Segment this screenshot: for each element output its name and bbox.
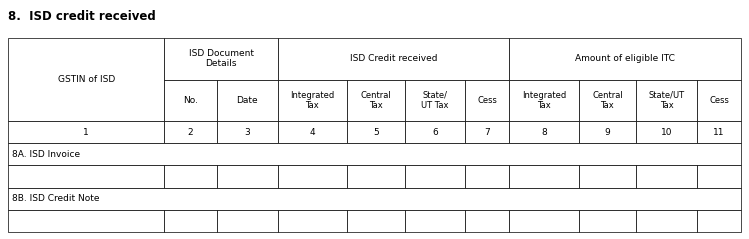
Bar — [347, 165, 404, 188]
Text: ISD Credit received: ISD Credit received — [350, 54, 437, 63]
Bar — [404, 165, 465, 188]
Bar — [8, 210, 165, 232]
Bar — [636, 165, 697, 188]
Bar — [278, 121, 347, 143]
Text: Integrated
Tax: Integrated Tax — [290, 91, 335, 110]
Text: Date: Date — [237, 96, 258, 105]
Text: GSTIN of ISD: GSTIN of ISD — [58, 75, 115, 84]
Bar — [636, 80, 697, 121]
Bar — [509, 80, 579, 121]
Bar — [509, 38, 741, 80]
Bar — [8, 188, 741, 210]
Text: 10: 10 — [661, 128, 673, 137]
Text: State/
UT Tax: State/ UT Tax — [421, 91, 449, 110]
Bar — [8, 38, 165, 121]
Bar — [579, 165, 636, 188]
Text: 9: 9 — [604, 128, 610, 137]
Bar — [636, 210, 697, 232]
Bar — [465, 121, 509, 143]
Bar — [165, 121, 216, 143]
Text: 8: 8 — [541, 128, 547, 137]
Text: Cess: Cess — [709, 96, 729, 105]
Bar — [509, 121, 579, 143]
Bar — [347, 80, 404, 121]
Bar — [8, 165, 165, 188]
Text: 7: 7 — [485, 128, 491, 137]
Bar — [165, 80, 216, 121]
Bar — [165, 210, 216, 232]
Bar — [165, 38, 278, 80]
Bar — [404, 80, 465, 121]
Bar — [347, 121, 404, 143]
Bar — [579, 80, 636, 121]
Text: 6: 6 — [432, 128, 438, 137]
Text: 3: 3 — [244, 128, 250, 137]
Text: 4: 4 — [309, 128, 315, 137]
Text: 1: 1 — [83, 128, 89, 137]
Bar — [579, 210, 636, 232]
Text: Central
Tax: Central Tax — [592, 91, 623, 110]
Bar — [404, 121, 465, 143]
Bar — [697, 165, 741, 188]
Text: 11: 11 — [713, 128, 725, 137]
Bar — [347, 210, 404, 232]
Text: 8B. ISD Credit Note: 8B. ISD Credit Note — [12, 194, 100, 203]
Text: ISD Document
Details: ISD Document Details — [189, 49, 254, 68]
Bar — [216, 210, 278, 232]
Bar — [509, 165, 579, 188]
Bar — [465, 80, 509, 121]
Bar — [278, 210, 347, 232]
Text: Integrated
Tax: Integrated Tax — [522, 91, 566, 110]
Bar — [404, 210, 465, 232]
Bar — [697, 210, 741, 232]
Bar — [579, 121, 636, 143]
Text: 8A. ISD Invoice: 8A. ISD Invoice — [12, 150, 80, 159]
Bar — [697, 80, 741, 121]
Bar — [278, 38, 509, 80]
Bar — [216, 165, 278, 188]
Bar — [216, 80, 278, 121]
Bar — [216, 121, 278, 143]
Text: 2: 2 — [188, 128, 193, 137]
Bar — [465, 210, 509, 232]
Bar — [8, 121, 165, 143]
Text: No.: No. — [183, 96, 198, 105]
Text: Cess: Cess — [477, 96, 497, 105]
Bar — [165, 165, 216, 188]
Bar — [465, 165, 509, 188]
Bar — [278, 165, 347, 188]
Bar — [509, 210, 579, 232]
Text: Amount of eligible ITC: Amount of eligible ITC — [575, 54, 675, 63]
Bar — [636, 121, 697, 143]
Bar — [278, 80, 347, 121]
Text: State/UT
Tax: State/UT Tax — [649, 91, 685, 110]
Text: 5: 5 — [373, 128, 379, 137]
Bar — [697, 121, 741, 143]
Bar — [8, 143, 741, 165]
Text: Central
Tax: Central Tax — [360, 91, 391, 110]
Text: 8.  ISD credit received: 8. ISD credit received — [8, 10, 156, 23]
